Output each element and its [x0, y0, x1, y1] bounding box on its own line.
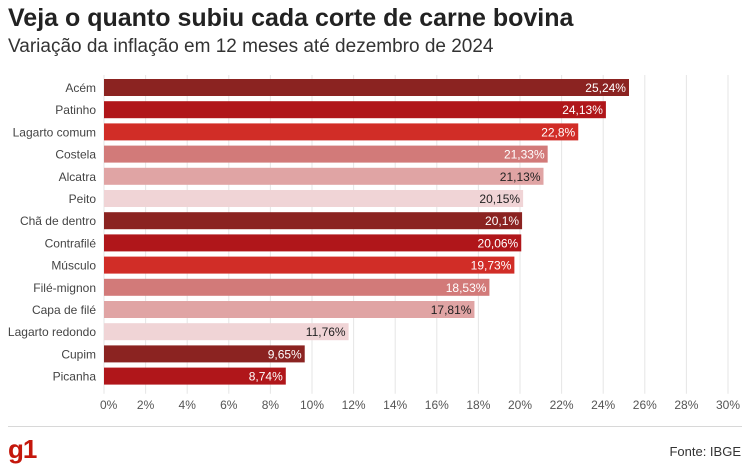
category-label: Alcatra [59, 170, 97, 184]
x-tick-label: 26% [633, 398, 657, 412]
bars: 25,24% 24,13% 22,8% 21,33% 21,13% 20,15% 20,1%… [104, 79, 629, 385]
x-tick-label: 0% [100, 398, 118, 412]
x-tick-label: 16% [425, 398, 449, 412]
bar-value-label: 21,13% [500, 170, 541, 184]
category-label: Patinho [55, 103, 96, 117]
category-label: Peito [69, 192, 97, 206]
x-tick-label: 6% [220, 398, 238, 412]
bar [104, 301, 475, 318]
x-tick-label: 12% [342, 398, 366, 412]
category-label: Músculo [51, 259, 96, 273]
bar [104, 101, 606, 119]
category-labels: Acém Patinho Lagarto comum Costela Alcatra Pe… [8, 81, 96, 384]
bar-chart: 25,24% 24,13% 22,8% 21,33% 21,13% 20,15% 20,1%… [8, 75, 740, 412]
bar [104, 145, 548, 163]
bar-value-label: 20,06% [478, 236, 519, 250]
bar [104, 212, 523, 230]
bar [104, 79, 629, 96]
bar-value-label: 9,65% [268, 347, 302, 361]
category-label: Cupim [61, 347, 96, 361]
category-label: Chã de dentro [20, 214, 96, 228]
x-tick-label: 22% [550, 398, 574, 412]
category-label: Contrafilé [45, 236, 97, 250]
bar [104, 123, 579, 141]
bar-value-label: 25,24% [585, 81, 626, 95]
bar [104, 167, 544, 185]
bar-value-label: 8,74% [249, 370, 283, 384]
bar [104, 256, 515, 274]
bar-value-label: 21,33% [504, 148, 545, 162]
bar [104, 367, 286, 385]
category-label: Filé-mignon [33, 281, 96, 295]
category-label: Lagarto redondo [8, 325, 96, 339]
category-label: Acém [65, 81, 96, 95]
chart-subtitle: Variação da inflação em 12 meses até dez… [8, 36, 494, 57]
category-label: Costela [55, 148, 96, 162]
x-tick-label: 4% [179, 398, 197, 412]
bar [104, 323, 349, 341]
bar-value-label: 11,76% [306, 325, 346, 339]
source-note: Fonte: IBGE [669, 444, 741, 459]
bar-value-label: 18,53% [446, 281, 487, 295]
category-label: Capa de filé [32, 303, 96, 317]
x-tick-label: 28% [674, 398, 698, 412]
bar-value-label: 22,8% [541, 125, 575, 139]
x-tick-label: 30% [716, 398, 740, 412]
bar [104, 278, 490, 296]
x-tick-label: 20% [508, 398, 532, 412]
category-label: Picanha [53, 370, 97, 384]
bar [104, 345, 305, 363]
x-axis-tick-labels: 0% 2% 4% 6% 8% 10% 12% 14% 16% 18% 20% 22% 24% 26% 28%… [100, 398, 740, 412]
footer-divider [8, 426, 742, 427]
x-tick-label: 2% [137, 398, 155, 412]
x-tick-label: 18% [466, 398, 490, 412]
g1-logo: g1 [8, 434, 37, 464]
bar-value-label: 20,15% [479, 192, 520, 206]
category-label: Lagarto comum [13, 125, 96, 139]
bar [104, 234, 522, 252]
bar-value-label: 19,73% [471, 259, 512, 273]
chart-title: Veja o quanto subiu cada corte de carne … [8, 4, 574, 32]
bar-value-label: 20,1% [485, 214, 519, 228]
x-tick-label: 8% [262, 398, 280, 412]
bar [104, 190, 524, 207]
bar-value-label: 24,13% [562, 103, 603, 117]
bar-value-label: 17,81% [431, 303, 472, 317]
x-tick-label: 14% [383, 398, 407, 412]
x-tick-label: 24% [591, 398, 615, 412]
x-tick-label: 10% [300, 398, 324, 412]
